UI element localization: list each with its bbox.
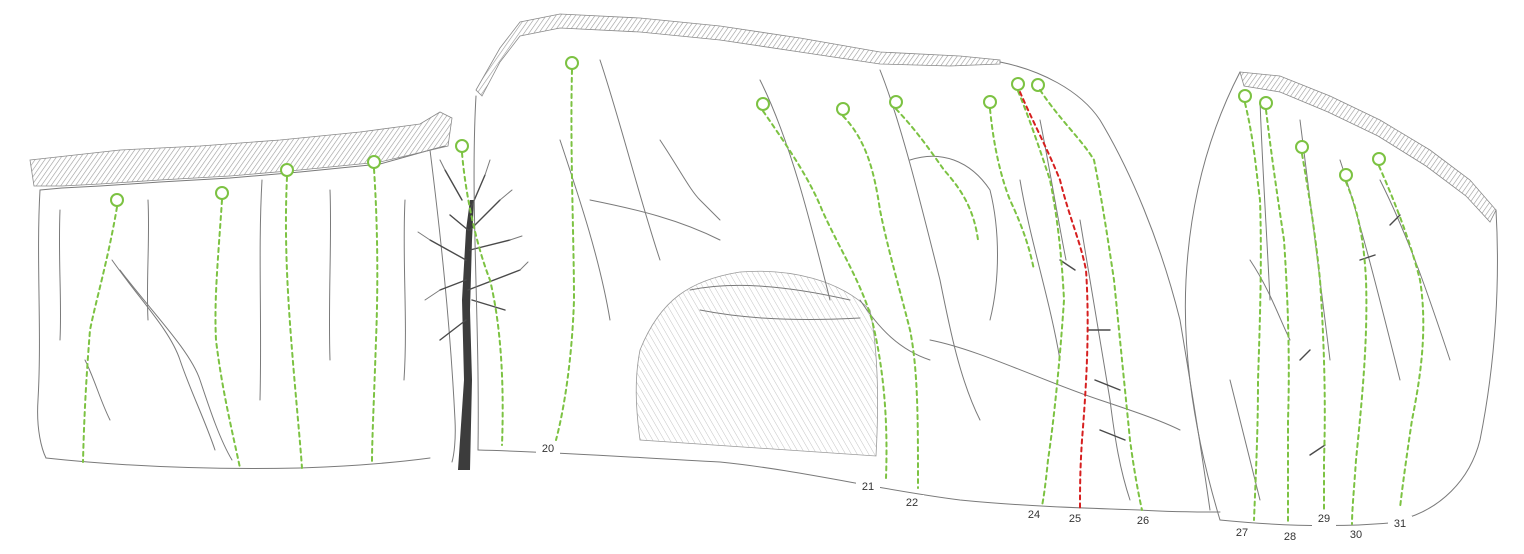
anchor-ring-icon (455, 139, 469, 153)
anchor-ring-icon (1238, 89, 1252, 103)
tree-sketch (417, 159, 529, 470)
route-line (895, 108, 979, 241)
route-line (989, 108, 1035, 271)
route-number-label: 27 (1236, 527, 1248, 539)
route-number-background (1344, 527, 1368, 543)
route-number-label: 24 (1028, 509, 1040, 521)
route-number-label: 21 (862, 481, 874, 493)
route-number-background (1230, 525, 1254, 541)
route-number-background (1312, 511, 1336, 527)
route-number-background (1063, 511, 1087, 527)
route-line (82, 206, 118, 463)
anchor-ring-icon (889, 95, 903, 109)
route-number-label: 25 (1069, 513, 1081, 525)
right-block-sketch (1184, 71, 1498, 527)
left-wall-sketch (29, 111, 456, 470)
route-line (1039, 89, 1143, 511)
route-number-label: 30 (1350, 529, 1362, 541)
route-number-label: 29 (1318, 513, 1330, 525)
anchor-ring-icon (280, 163, 294, 177)
route-line (1265, 109, 1290, 525)
route-number-label: 31 (1394, 518, 1406, 530)
route-line (1378, 165, 1425, 509)
anchor-ring-icon (367, 155, 381, 169)
route-line (1017, 90, 1066, 507)
route-number-background (856, 479, 880, 495)
route-number-label: 20 (542, 443, 554, 455)
route-number-label: 28 (1284, 531, 1296, 543)
route-number-background (900, 495, 924, 511)
anchor-ring-icon (215, 186, 229, 200)
route-number-background (1278, 529, 1302, 545)
route-line (842, 115, 919, 489)
anchor-ring-icon (983, 95, 997, 109)
anchor-ring-icon (110, 193, 124, 207)
route-number-background (536, 441, 560, 457)
route-line (371, 168, 379, 463)
route-number-background (1388, 516, 1412, 532)
anchor-ring-icon (836, 102, 850, 116)
route-line (762, 110, 888, 479)
anchor-ring-icon (1259, 96, 1273, 110)
anchor-ring-icon (565, 56, 579, 70)
anchor-ring-icon (756, 97, 770, 111)
route-line (1019, 91, 1089, 511)
anchor-ring-icon (1372, 152, 1386, 166)
route-line (461, 152, 504, 446)
anchor-ring-icon (1339, 168, 1353, 182)
route-line (214, 199, 241, 469)
route-line (1345, 181, 1368, 525)
anchor-ring-icon (1031, 78, 1045, 92)
route-line (1244, 102, 1262, 521)
route-number-background (1131, 513, 1155, 529)
route-number-background (1022, 507, 1046, 523)
route-number-label: 26 (1137, 515, 1149, 527)
anchor-ring-icon (1295, 140, 1309, 154)
anchor-ring-icon (1011, 77, 1025, 91)
routes-layer: 20 21 22 24 25 26 27 28 29 30 31 (82, 56, 1425, 545)
main-wall-sketch (473, 13, 1221, 513)
route-number-label: 22 (906, 497, 918, 509)
route-line (1301, 153, 1326, 511)
route-line (284, 176, 303, 469)
route-line (555, 69, 576, 441)
